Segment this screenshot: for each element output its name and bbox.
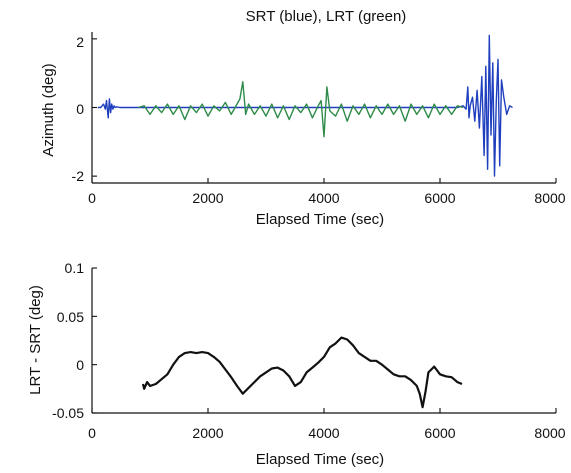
chart-top-ytick-0: -2 [72,168,85,184]
chart-bottom-ytick-1: 0 [76,357,84,373]
chart-bottom-xtick-4: 8000 [534,425,565,441]
chart-top-ylabel: Azimuth (deg) [40,63,57,156]
chart-top-ytick-2: 2 [76,34,84,50]
chart-bottom-ytick-2: 0.05 [57,309,84,325]
chart-bottom-xtick-2: 4000 [308,425,339,441]
chart-top-xtick-1: 2000 [192,190,223,206]
chart-top-xtick-0: 0 [88,190,96,206]
chart-top-xtick-2: 4000 [308,190,339,206]
chart-bottom-ytick-3: 0.1 [65,260,85,276]
chart-bottom-xtick-3: 6000 [424,425,455,441]
chart-bottom-ticks [92,268,556,413]
chart-bottom-ylabel: LRT - SRT (deg) [27,285,44,395]
chart-top-plot-area [98,35,513,176]
chart-bottom: 0 2000 4000 6000 8000 -0.05 0 0.05 0.1 E… [27,260,566,468]
chart-top-series-1-line [138,82,463,137]
chart-top: SRT (blue), LRT (green) 0 2000 4000 6000… [40,8,566,228]
chart-top-title: SRT (blue), LRT (green) [246,8,407,25]
chart-bottom-xlabel: Elapsed Time (sec) [256,451,384,468]
chart-bottom-xtick-0: 0 [88,425,96,441]
chart-top-xtick-4: 8000 [534,190,565,206]
chart-top-ytick-1: 0 [76,101,84,117]
chart-top-xtick-3: 6000 [424,190,455,206]
chart-bottom-xtick-1: 2000 [192,425,223,441]
chart-top-xlabel: Elapsed Time (sec) [256,211,384,228]
chart-bottom-ytick-0: -0.05 [52,405,84,421]
chart-bottom-plot-area [143,338,462,408]
chart-bottom-series-0-line [143,338,462,408]
